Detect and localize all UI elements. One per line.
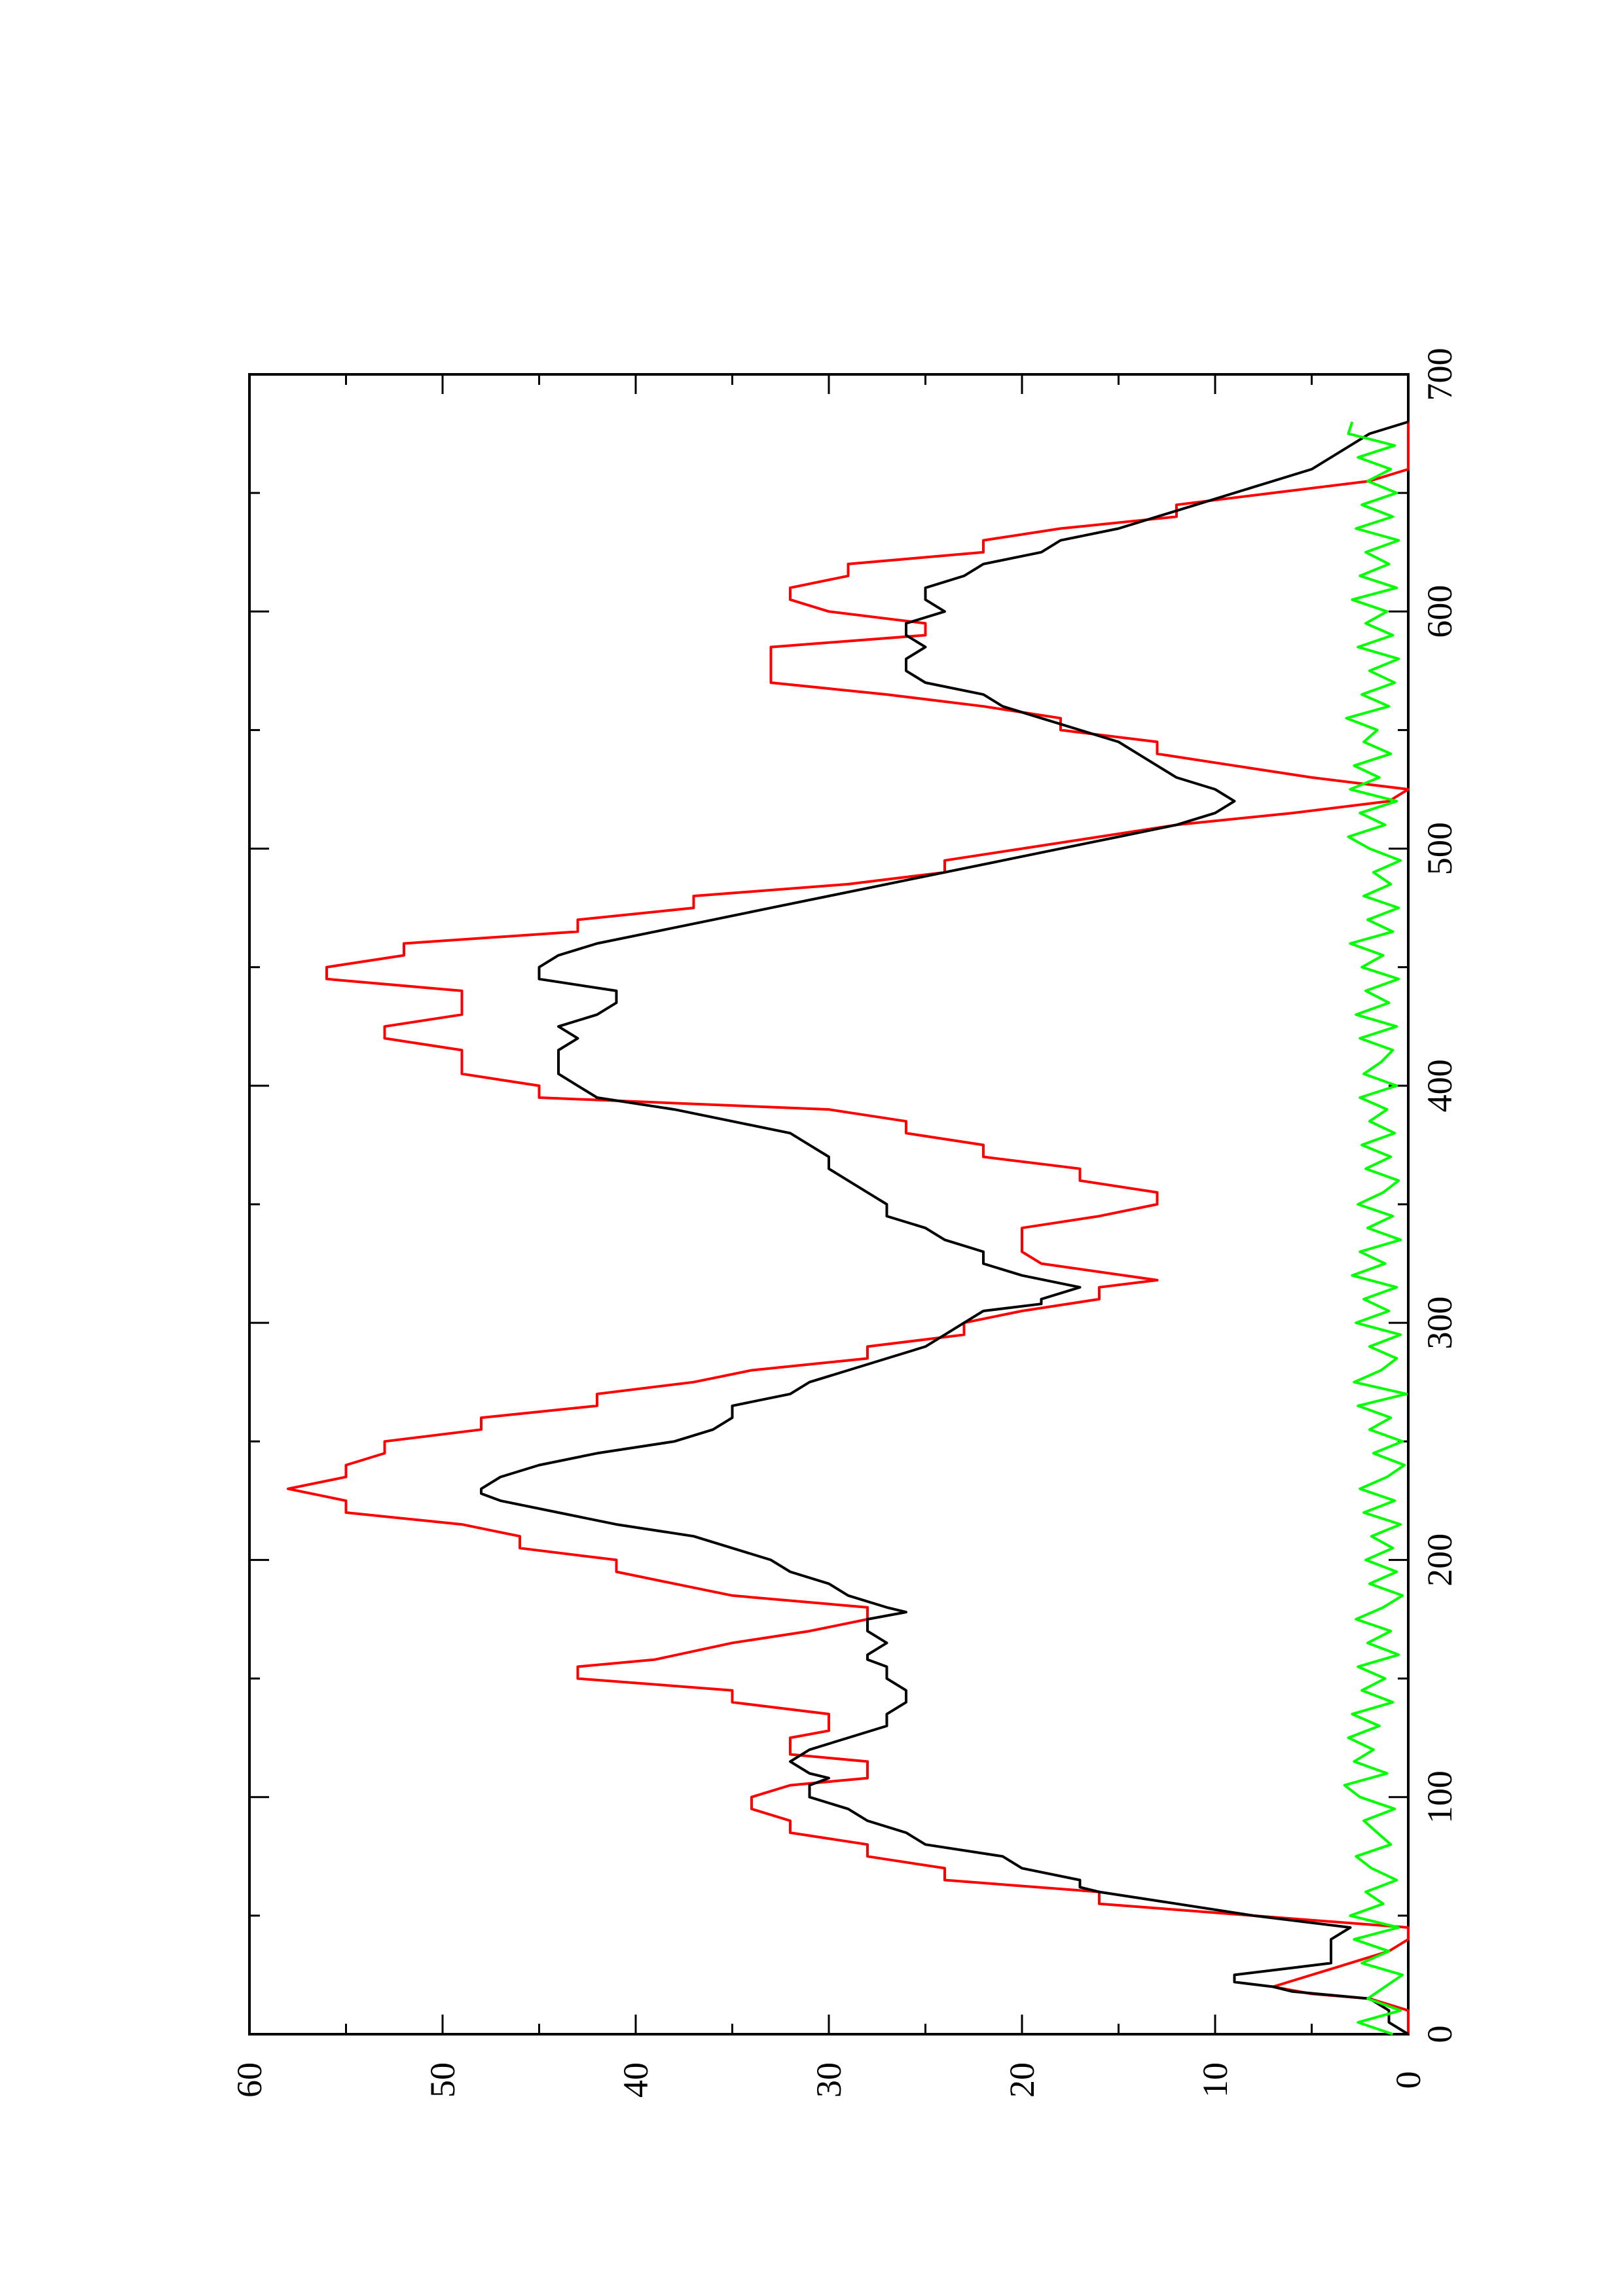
x-tick-label: 600 <box>1420 585 1459 638</box>
x-tick-label: 300 <box>1420 1297 1459 1350</box>
y-tick-label: 0 <box>1389 2072 1428 2089</box>
series-line-2 <box>480 420 1410 2036</box>
y-tick-label: 40 <box>616 2062 655 2098</box>
x-tick-label: 400 <box>1420 1059 1459 1112</box>
x-tick-label: 500 <box>1420 822 1459 875</box>
x-tick-label: 200 <box>1420 1534 1459 1587</box>
x-tick-label: 700 <box>1420 348 1459 401</box>
x-tick-label: 100 <box>1420 1770 1459 1823</box>
x-tick-label: 0 <box>1420 2026 1459 2043</box>
y-tick-label: 50 <box>423 2062 462 2098</box>
tick-labels: 0 100 200 300 400 500 600 700 0 10 20 30 40 50 60 <box>230 348 1459 2098</box>
series-line-3 <box>1343 421 1408 2036</box>
y-tick-label: 20 <box>1002 2062 1042 2098</box>
series-line-1 <box>287 422 1410 2034</box>
y-tick-label: 10 <box>1195 2062 1235 2098</box>
series-lines <box>287 420 1410 2036</box>
y-tick-label: 60 <box>230 2062 269 2098</box>
plot-frame <box>248 373 1410 2036</box>
ticks <box>248 373 1410 2036</box>
y-tick-label: 30 <box>809 2062 848 2098</box>
